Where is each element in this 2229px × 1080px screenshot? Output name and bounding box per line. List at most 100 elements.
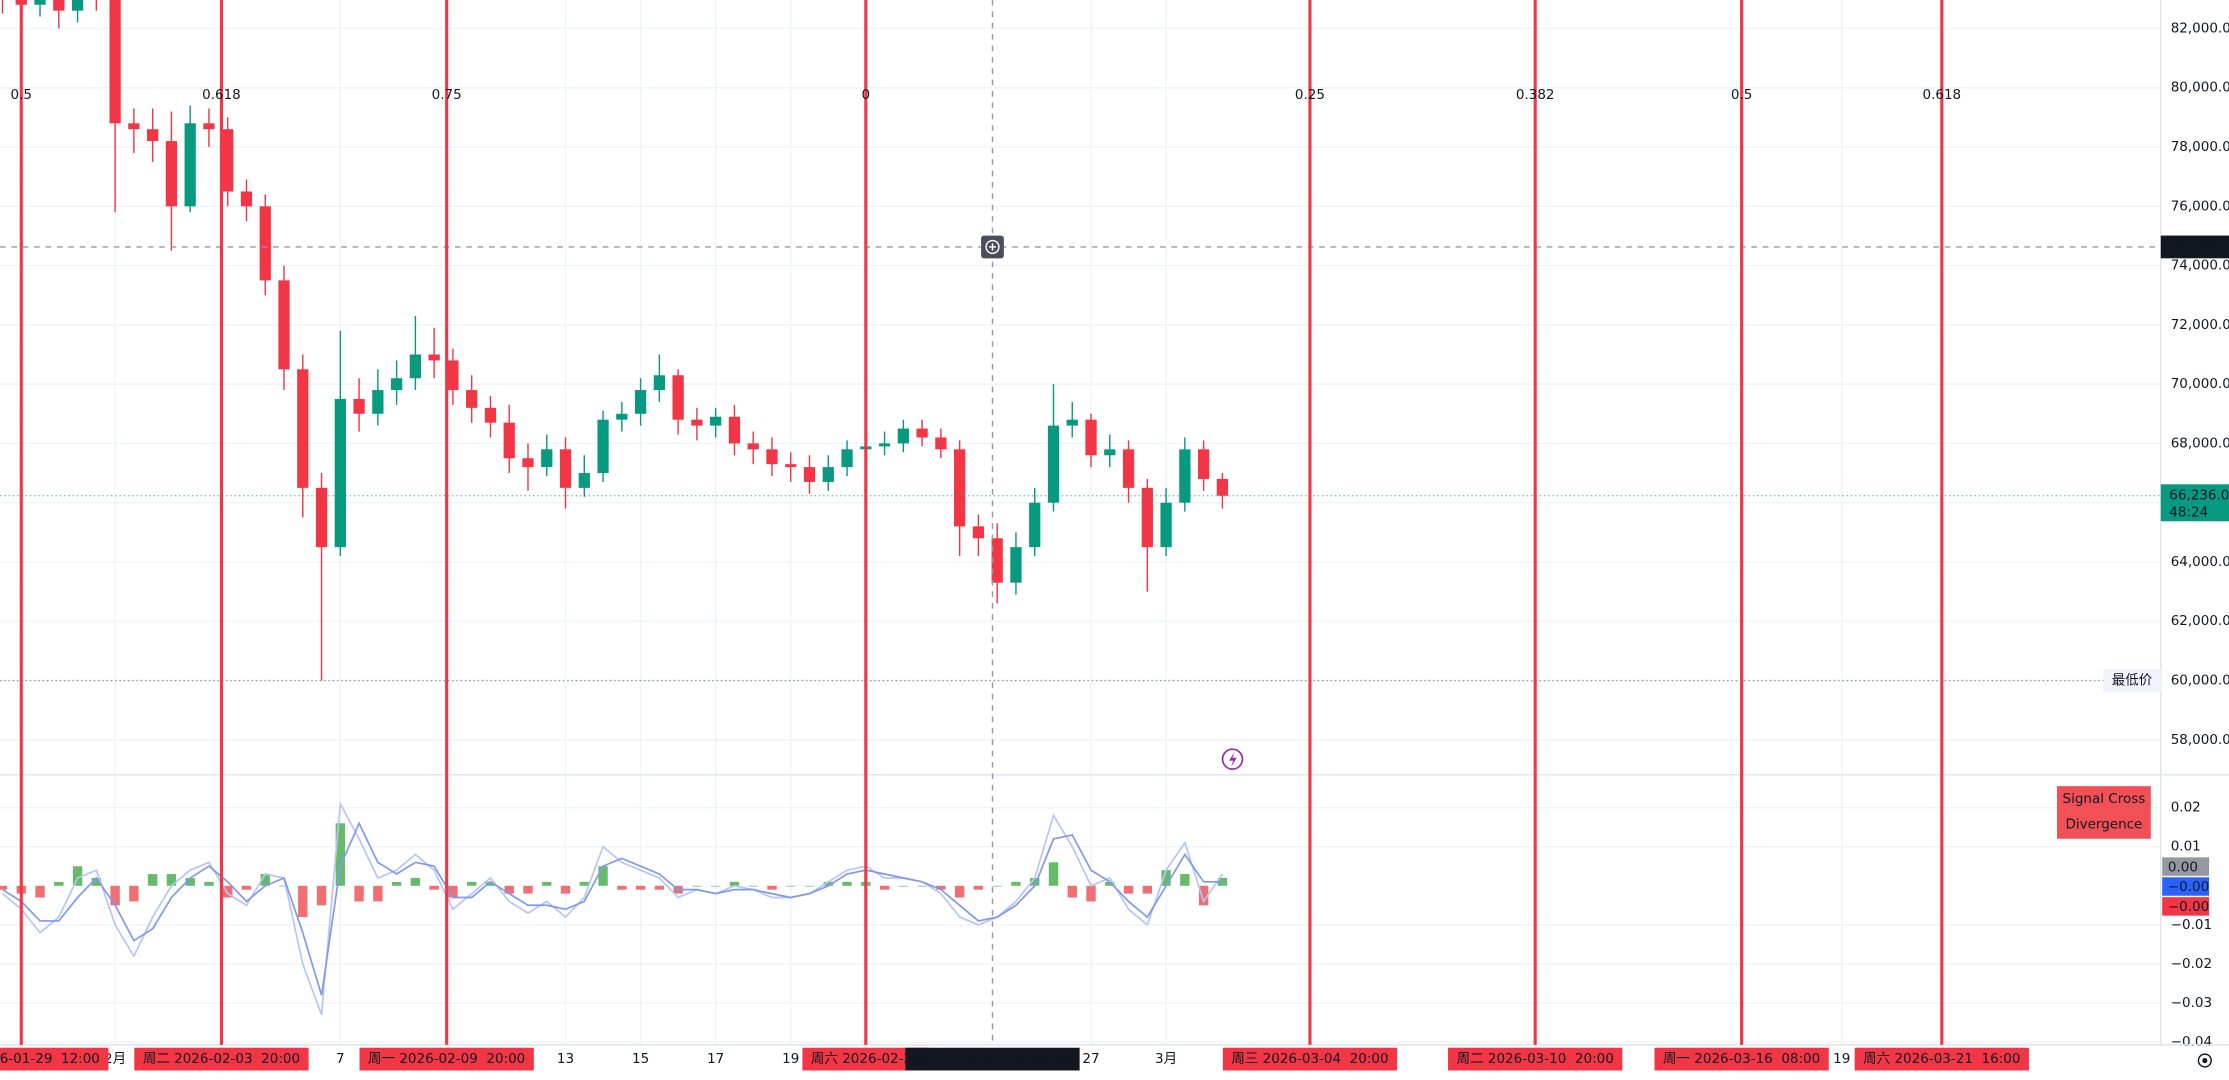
marker-date-label: 周一 2026-03-16 08:00 [1663, 1051, 1820, 1067]
histogram-bar [692, 885, 702, 887]
candle-body [203, 123, 215, 130]
candle-body [691, 419, 703, 426]
marker-date-label: 周六 2026-02-21 [811, 1051, 921, 1067]
fib-label: 0.25 [1295, 87, 1325, 103]
histogram-bar [842, 881, 852, 886]
histogram-bar [635, 885, 646, 890]
candle-body [409, 354, 422, 379]
y-tick-label: 0.01 [2171, 839, 2201, 855]
countdown-label: 48:24 [2169, 505, 2208, 521]
y-tick-label: 68,000.00 [2171, 435, 2229, 451]
histogram-bar [748, 885, 758, 887]
candle-body [728, 416, 741, 444]
x-tick-label: 15 [632, 1051, 649, 1067]
fib-label: 0.618 [202, 87, 241, 103]
histogram-bar [72, 866, 83, 886]
histogram-bar [91, 877, 102, 886]
x-tick-label: 13 [557, 1051, 574, 1067]
marker-date-label-bg [0, 1047, 109, 1071]
histogram-bar [448, 885, 458, 898]
histogram-bar [147, 874, 158, 886]
histogram-bar [823, 881, 833, 886]
y-tick-label: 58,000.00 [2171, 732, 2229, 748]
marker-date-label-bg [359, 1047, 534, 1071]
x-tick-label: 7 [336, 1051, 345, 1067]
candle-body [616, 413, 628, 420]
histogram-bar [1105, 881, 1115, 886]
indicator-value-bg [2162, 877, 2210, 896]
fib-label: 0.5 [11, 87, 32, 103]
histogram-bar [316, 885, 327, 906]
signal-text: Divergence [2065, 817, 2142, 833]
candle-body [634, 390, 647, 414]
marker-date-label-bg [802, 1047, 930, 1071]
settings-icon[interactable] [2197, 1053, 2212, 1068]
histogram-bar [429, 885, 439, 890]
y-tick-label: 80,000.00 [2171, 80, 2229, 96]
crosshair-y-label: 74,628.42 [2166, 239, 2229, 255]
fib-label: 0 [862, 87, 871, 103]
candle-body [222, 129, 234, 192]
y-tick-label: 78,000.00 [2171, 139, 2229, 155]
crosshair-x-label-bg [905, 1047, 1080, 1071]
histogram-bar [485, 881, 496, 886]
y-tick-label: 72,000.00 [2171, 317, 2229, 333]
candle-body [297, 369, 309, 488]
candle-body [991, 538, 1003, 583]
candle-body [1047, 425, 1060, 503]
signal-text: Signal Cross [2063, 791, 2146, 807]
candle-body [1104, 449, 1116, 456]
histogram-bar [204, 881, 214, 886]
histogram-bar [1086, 885, 1096, 902]
candle-body [466, 390, 478, 408]
histogram-bar [223, 885, 233, 898]
histogram-bar [710, 885, 721, 887]
candle-body [916, 428, 928, 438]
candle-body [785, 464, 797, 468]
histogram-bar [0, 885, 8, 890]
candle-body [240, 191, 253, 207]
candle-body [53, 0, 65, 11]
indicator-line [2, 800, 1224, 1016]
candle-body [841, 449, 853, 468]
histogram-bar [729, 881, 740, 886]
candle-body [803, 467, 816, 482]
candle-body [147, 129, 159, 142]
candle-body [184, 123, 196, 207]
marker-date-label: 周二 2026-02-03 20:00 [143, 1051, 300, 1067]
candle-body [972, 526, 985, 539]
histogram-bar [804, 885, 815, 887]
indicator-value-label: −0.00 [2168, 879, 2209, 895]
histogram-bar [1048, 862, 1059, 886]
fib-label: 0.5 [1731, 87, 1752, 103]
candle-body [1066, 419, 1078, 426]
marker-date-label: 周六 2026-03-21 16:00 [1863, 1051, 2020, 1067]
x-tick-label: 27 [1082, 1051, 1099, 1067]
marker-date-label-bg [1854, 1047, 2029, 1071]
candle-body [334, 398, 346, 548]
candle-body [428, 354, 440, 361]
histogram-bar [617, 885, 627, 890]
marker-date-label: 周一 2026-02-09 20:00 [368, 1051, 525, 1067]
histogram-bar [129, 885, 139, 902]
histogram-bar [279, 885, 289, 887]
candle-body [71, 0, 84, 11]
candle-body [484, 407, 497, 423]
histogram-bar [598, 866, 608, 886]
lowest-label-bg [2103, 669, 2161, 692]
lowest-label: 最低价 [2112, 673, 2153, 689]
candle-body [1010, 547, 1022, 583]
candle-body [165, 141, 178, 207]
candle-body [559, 449, 572, 488]
histogram-bar [936, 885, 946, 890]
histogram-bar [1161, 870, 1171, 886]
indicator-value-label: −0.00 [2168, 899, 2209, 915]
marker-date-label-bg [134, 1047, 309, 1071]
histogram-bar [241, 885, 252, 890]
histogram-bar [786, 885, 796, 887]
histogram-bar [917, 885, 927, 887]
histogram-bar [579, 881, 589, 886]
candle-body [766, 449, 778, 465]
